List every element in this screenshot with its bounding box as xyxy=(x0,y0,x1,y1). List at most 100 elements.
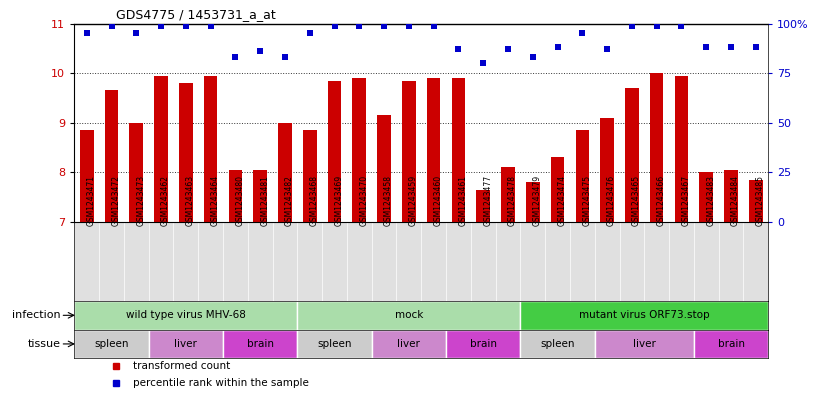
Bar xyxy=(446,330,520,358)
Point xyxy=(105,22,118,29)
Bar xyxy=(700,172,713,222)
Point xyxy=(80,30,93,37)
Text: wild type virus MHV-68: wild type virus MHV-68 xyxy=(126,310,246,320)
Text: GSM1243472: GSM1243472 xyxy=(112,175,121,226)
Bar xyxy=(278,123,292,222)
Text: liver: liver xyxy=(397,339,420,349)
Bar xyxy=(601,118,614,222)
Text: GSM1243470: GSM1243470 xyxy=(359,174,368,226)
Bar xyxy=(297,301,520,330)
Text: spleen: spleen xyxy=(317,339,352,349)
Text: GSM1243465: GSM1243465 xyxy=(632,174,641,226)
Bar xyxy=(105,90,118,222)
Text: GSM1243468: GSM1243468 xyxy=(310,175,319,226)
Bar xyxy=(749,180,762,222)
Text: brain: brain xyxy=(470,339,496,349)
Point xyxy=(353,22,366,29)
Bar xyxy=(625,88,638,222)
Text: brain: brain xyxy=(247,339,273,349)
Bar xyxy=(353,78,366,222)
Point xyxy=(551,44,564,51)
Bar xyxy=(402,81,415,222)
Point xyxy=(402,22,415,29)
Bar xyxy=(204,75,217,222)
Text: GSM1243479: GSM1243479 xyxy=(533,174,542,226)
Text: GSM1243484: GSM1243484 xyxy=(731,175,740,226)
Bar xyxy=(254,170,267,222)
Text: percentile rank within the sample: percentile rank within the sample xyxy=(133,378,309,388)
Bar xyxy=(477,189,490,222)
Text: GSM1243478: GSM1243478 xyxy=(508,175,517,226)
Text: spleen: spleen xyxy=(540,339,575,349)
Bar xyxy=(74,301,297,330)
Text: GDS4775 / 1453731_a_at: GDS4775 / 1453731_a_at xyxy=(116,8,276,21)
Bar xyxy=(520,301,768,330)
Point xyxy=(328,22,341,29)
Text: brain: brain xyxy=(718,339,744,349)
Point xyxy=(601,46,614,53)
Point xyxy=(377,22,391,29)
Text: GSM1243459: GSM1243459 xyxy=(409,174,418,226)
Point xyxy=(625,22,638,29)
Text: GSM1243480: GSM1243480 xyxy=(235,175,244,226)
Text: mock: mock xyxy=(395,310,423,320)
Bar xyxy=(520,330,595,358)
Text: GSM1243473: GSM1243473 xyxy=(136,174,145,226)
Bar xyxy=(650,73,663,222)
Bar xyxy=(229,170,242,222)
Text: liver: liver xyxy=(174,339,197,349)
Text: tissue: tissue xyxy=(27,339,60,349)
Text: GSM1243467: GSM1243467 xyxy=(681,174,691,226)
Text: GSM1243462: GSM1243462 xyxy=(161,175,170,226)
Text: GSM1243485: GSM1243485 xyxy=(756,175,765,226)
Bar xyxy=(526,182,539,222)
Point xyxy=(179,22,192,29)
Bar xyxy=(694,330,768,358)
Text: spleen: spleen xyxy=(94,339,129,349)
Bar xyxy=(130,123,143,222)
Point xyxy=(749,44,762,51)
Text: liver: liver xyxy=(633,339,656,349)
Bar xyxy=(427,78,440,222)
Text: GSM1243466: GSM1243466 xyxy=(657,174,666,226)
Point xyxy=(303,30,316,37)
Point xyxy=(650,22,663,29)
Point xyxy=(501,46,515,53)
Text: GSM1243460: GSM1243460 xyxy=(434,174,443,226)
Bar xyxy=(576,130,589,222)
Bar xyxy=(297,330,372,358)
Bar xyxy=(501,167,515,222)
Bar xyxy=(724,170,738,222)
Point xyxy=(724,44,738,51)
Bar xyxy=(377,115,391,222)
Point xyxy=(700,44,713,51)
Text: GSM1243476: GSM1243476 xyxy=(607,174,616,226)
Point xyxy=(576,30,589,37)
Text: GSM1243474: GSM1243474 xyxy=(558,174,567,226)
Bar xyxy=(154,75,168,222)
Text: GSM1243461: GSM1243461 xyxy=(458,175,468,226)
Point xyxy=(229,54,242,61)
Bar xyxy=(595,330,694,358)
Bar xyxy=(675,75,688,222)
Bar xyxy=(80,130,93,222)
Bar xyxy=(372,330,446,358)
Point xyxy=(427,22,440,29)
Text: GSM1243464: GSM1243464 xyxy=(211,174,220,226)
Bar xyxy=(452,78,465,222)
Text: transformed count: transformed count xyxy=(133,361,230,371)
Point xyxy=(675,22,688,29)
Point xyxy=(154,22,168,29)
Bar xyxy=(74,330,149,358)
Text: GSM1243477: GSM1243477 xyxy=(483,174,492,226)
Bar xyxy=(303,130,316,222)
Bar xyxy=(223,330,297,358)
Text: GSM1243482: GSM1243482 xyxy=(285,175,294,226)
Text: infection: infection xyxy=(12,310,60,320)
Text: GSM1243475: GSM1243475 xyxy=(582,174,591,226)
Point xyxy=(254,48,267,55)
Point xyxy=(477,60,490,66)
Point xyxy=(452,46,465,53)
Text: GSM1243463: GSM1243463 xyxy=(186,174,195,226)
Bar xyxy=(149,330,223,358)
